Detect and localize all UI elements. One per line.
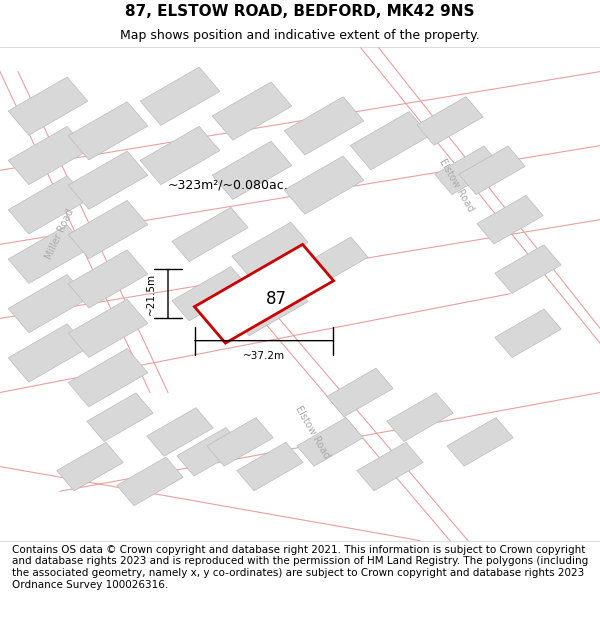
Polygon shape [8,176,88,234]
Polygon shape [140,67,220,126]
Text: Miller Road: Miller Road [44,208,76,261]
Polygon shape [495,245,561,293]
Polygon shape [140,126,220,184]
Polygon shape [237,442,303,491]
Polygon shape [68,201,148,259]
Polygon shape [284,156,364,214]
Polygon shape [57,442,123,491]
Polygon shape [172,267,248,321]
Polygon shape [177,428,243,476]
Polygon shape [459,146,525,194]
Polygon shape [87,393,153,441]
Polygon shape [284,97,364,155]
Polygon shape [8,77,88,135]
Polygon shape [435,146,501,194]
Polygon shape [8,126,88,184]
Polygon shape [207,418,273,466]
Text: Map shows position and indicative extent of the property.: Map shows position and indicative extent… [120,29,480,42]
Text: Elstow Road: Elstow Road [437,157,475,213]
Text: Elstow Road: Elstow Road [293,404,331,460]
Polygon shape [68,102,148,160]
Polygon shape [495,309,561,358]
Polygon shape [212,82,292,140]
Text: 87, ELSTOW ROAD, BEDFORD, MK42 9NS: 87, ELSTOW ROAD, BEDFORD, MK42 9NS [125,4,475,19]
Polygon shape [292,237,368,291]
Polygon shape [68,299,148,358]
Polygon shape [172,208,248,262]
Polygon shape [297,418,363,466]
Polygon shape [8,324,88,382]
Polygon shape [447,418,513,466]
Text: ~323m²/~0.080ac.: ~323m²/~0.080ac. [167,179,289,192]
Polygon shape [357,442,423,491]
Text: Contains OS data © Crown copyright and database right 2021. This information is : Contains OS data © Crown copyright and d… [12,545,588,589]
Polygon shape [232,281,308,336]
Polygon shape [477,196,543,244]
Polygon shape [350,111,430,170]
Polygon shape [68,151,148,209]
Polygon shape [117,457,183,506]
Polygon shape [212,141,292,199]
Polygon shape [8,274,88,332]
Text: ~21.5m: ~21.5m [146,272,156,315]
Polygon shape [8,225,88,283]
Polygon shape [194,244,334,343]
Polygon shape [417,97,483,145]
Polygon shape [147,408,213,456]
Text: 87: 87 [265,290,287,308]
Text: ~37.2m: ~37.2m [243,351,285,361]
Polygon shape [68,250,148,308]
Polygon shape [232,222,308,276]
Polygon shape [387,393,453,441]
Polygon shape [327,368,393,417]
Polygon shape [68,349,148,407]
